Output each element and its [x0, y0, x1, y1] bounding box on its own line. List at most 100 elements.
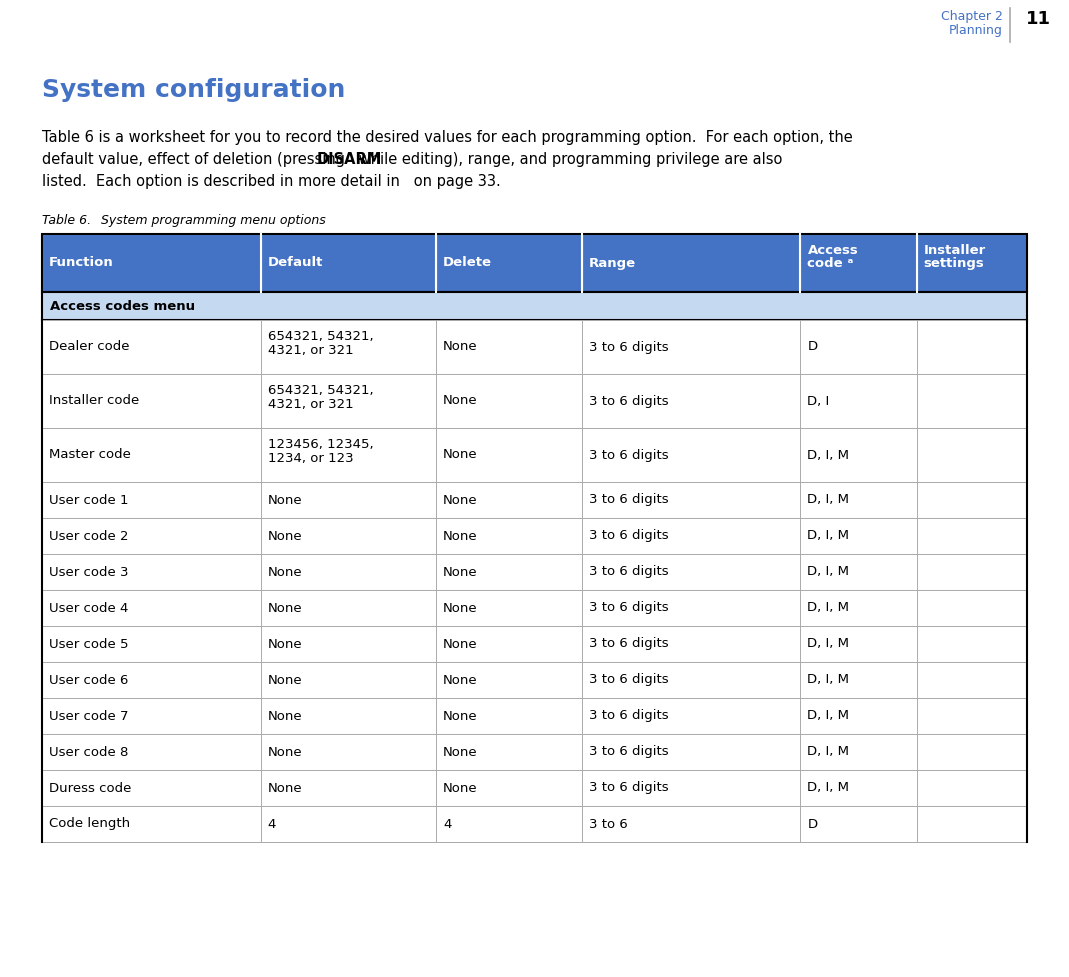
Bar [261, 234, 436, 292]
Text: User code 3: User code 3 [49, 566, 128, 578]
Text: D, I, M: D, I, M [807, 602, 850, 615]
Bar [42, 770, 1027, 806]
Text: Planning: Planning [949, 24, 1003, 37]
Text: Chapter 2: Chapter 2 [941, 10, 1003, 23]
Text: User code 1: User code 1 [49, 493, 128, 506]
Text: Dealer code: Dealer code [49, 341, 129, 354]
Text: 3 to 6 digits: 3 to 6 digits [589, 709, 668, 723]
Bar [42, 806, 1027, 842]
Bar [42, 626, 1027, 662]
Text: Table 6 is a worksheet for you to record the desired values for each programming: Table 6 is a worksheet for you to record… [42, 130, 853, 145]
Bar [42, 734, 1027, 770]
Text: 654321, 54321,: 654321, 54321, [267, 329, 373, 343]
Text: User code 2: User code 2 [49, 530, 128, 542]
Text: D, I, M: D, I, M [807, 745, 850, 758]
Text: DISARM: DISARM [316, 152, 383, 167]
Text: None: None [267, 493, 303, 506]
Bar [42, 482, 1027, 518]
Text: Access codes menu: Access codes menu [50, 300, 196, 313]
Text: None: None [443, 493, 478, 506]
Text: D: D [807, 818, 818, 830]
Text: 3 to 6 digits: 3 to 6 digits [589, 395, 668, 407]
Text: User code 8: User code 8 [49, 745, 128, 758]
Text: Delete: Delete [443, 257, 492, 270]
Text: 11: 11 [1025, 10, 1051, 28]
Text: 3 to 6 digits: 3 to 6 digits [589, 341, 668, 354]
Text: None: None [443, 530, 478, 542]
Text: 4: 4 [443, 818, 451, 830]
Text: None: None [267, 782, 303, 794]
Text: None: None [443, 602, 478, 615]
Text: settings: settings [924, 257, 985, 270]
Text: None: None [443, 448, 478, 461]
Text: None: None [267, 709, 303, 723]
Text: 3 to 6 digits: 3 to 6 digits [589, 448, 668, 461]
Text: Code length: Code length [49, 818, 130, 830]
Text: None: None [443, 782, 478, 794]
Text: 4321, or 321: 4321, or 321 [267, 398, 353, 411]
Text: Table 6.: Table 6. [42, 214, 91, 227]
Bar [42, 590, 1027, 626]
Text: Installer code: Installer code [49, 395, 139, 407]
Text: User code 6: User code 6 [49, 673, 128, 687]
Text: listed.  Each option is described in more detail in   on page 33.: listed. Each option is described in more… [42, 174, 500, 189]
Text: None: None [443, 745, 478, 758]
Text: User code 4: User code 4 [49, 602, 128, 615]
Text: User code 7: User code 7 [49, 709, 128, 723]
Text: default value, effect of deletion (pressing: default value, effect of deletion (press… [42, 152, 350, 167]
Text: None: None [267, 745, 303, 758]
Bar [801, 234, 917, 292]
Text: 3 to 6 digits: 3 to 6 digits [589, 673, 668, 687]
Text: D, I, M: D, I, M [807, 709, 850, 723]
Text: None: None [267, 566, 303, 578]
Bar [42, 662, 1027, 698]
Text: 3 to 6 digits: 3 to 6 digits [589, 745, 668, 758]
Text: None: None [443, 709, 478, 723]
Text: Function: Function [49, 257, 113, 270]
Text: None: None [267, 602, 303, 615]
Text: 3 to 6 digits: 3 to 6 digits [589, 566, 668, 578]
Text: Duress code: Duress code [49, 782, 131, 794]
Text: while editing), range, and programming privilege are also: while editing), range, and programming p… [355, 152, 783, 167]
Bar [42, 292, 1027, 320]
Text: D, I, M: D, I, M [807, 673, 850, 687]
Text: None: None [443, 395, 478, 407]
Text: Master code: Master code [49, 448, 130, 461]
Text: 123456, 12345,: 123456, 12345, [267, 438, 373, 450]
Bar [42, 554, 1027, 590]
Bar [42, 234, 261, 292]
Text: None: None [443, 566, 478, 578]
Text: None: None [267, 673, 303, 687]
Bar [42, 428, 1027, 482]
Bar [436, 234, 582, 292]
Bar [42, 698, 1027, 734]
Text: Installer: Installer [924, 243, 986, 257]
Text: 3 to 6 digits: 3 to 6 digits [589, 530, 668, 542]
Text: D, I, M: D, I, M [807, 530, 850, 542]
Text: 3 to 6 digits: 3 to 6 digits [589, 782, 668, 794]
Bar [42, 374, 1027, 428]
Text: D, I, M: D, I, M [807, 638, 850, 651]
Text: System programming menu options: System programming menu options [86, 214, 326, 227]
Bar [42, 234, 1027, 292]
Text: 654321, 54321,: 654321, 54321, [267, 384, 373, 397]
Bar [42, 518, 1027, 554]
Text: 3 to 6 digits: 3 to 6 digits [589, 638, 668, 651]
Text: System configuration: System configuration [42, 78, 345, 102]
Text: Default: Default [267, 257, 323, 270]
Text: D: D [807, 341, 818, 354]
Text: 4: 4 [267, 818, 276, 830]
Text: 3 to 6 digits: 3 to 6 digits [589, 602, 668, 615]
Text: code ᵃ: code ᵃ [807, 257, 854, 270]
Text: 1234, or 123: 1234, or 123 [267, 452, 353, 465]
Text: None: None [267, 638, 303, 651]
Text: 4321, or 321: 4321, or 321 [267, 344, 353, 357]
Text: None: None [443, 638, 478, 651]
Text: D, I: D, I [807, 395, 830, 407]
Text: None: None [267, 530, 303, 542]
Text: Access: Access [807, 243, 858, 257]
Text: D, I, M: D, I, M [807, 566, 850, 578]
Text: None: None [443, 341, 478, 354]
Text: User code 5: User code 5 [49, 638, 128, 651]
Text: None: None [443, 673, 478, 687]
